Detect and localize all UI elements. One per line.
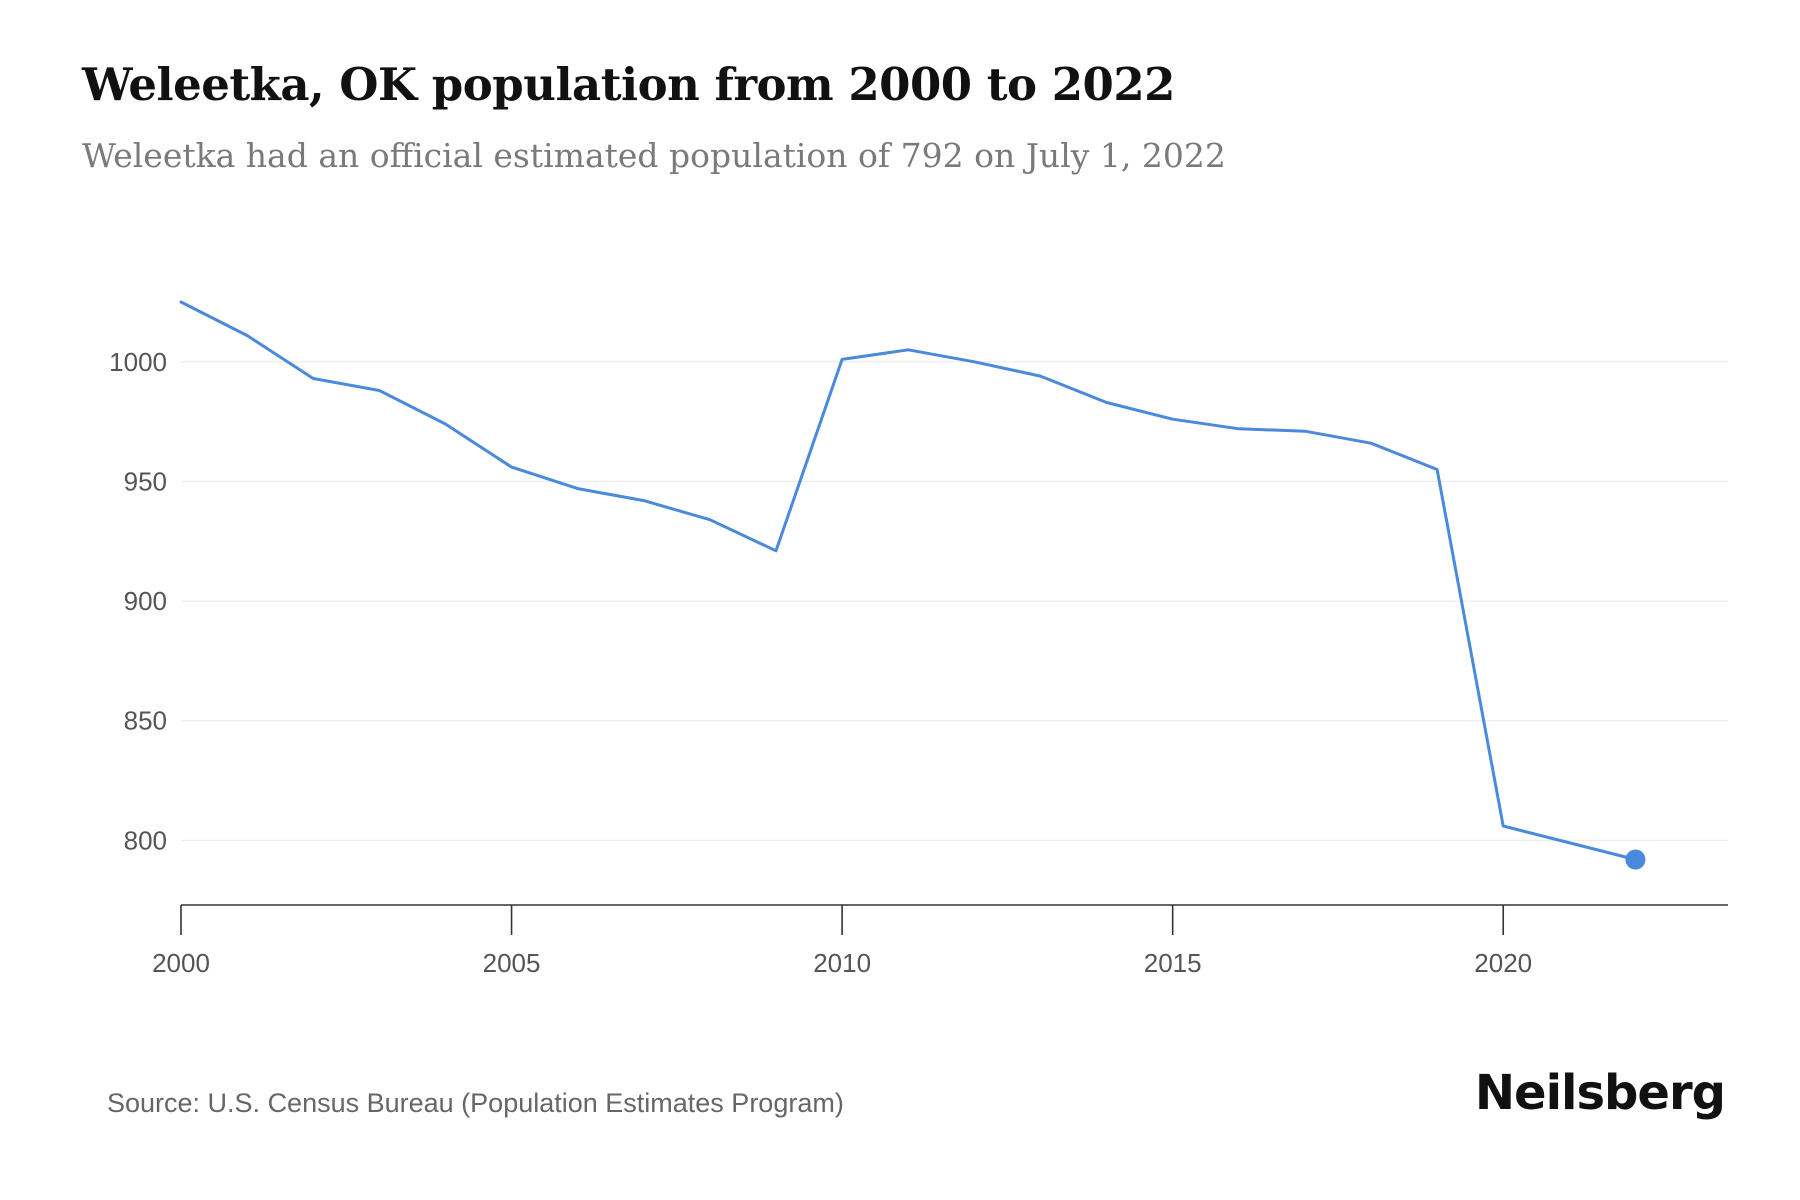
- brand-logo: Neilsberg: [1474, 1065, 1726, 1121]
- y-tick-label-800: 800: [124, 825, 167, 855]
- x-tick-label-2020: 2020: [1474, 948, 1532, 978]
- source-note: Source: U.S. Census Bureau (Population E…: [107, 1088, 844, 1118]
- x-tick-label-2010: 2010: [813, 948, 871, 978]
- chart-subtitle: Weleetka had an official estimated popul…: [82, 136, 1226, 175]
- y-tick-label-1000: 1000: [109, 347, 167, 377]
- series-line-0: [179, 300, 1637, 861]
- x-tick-label-2015: 2015: [1144, 948, 1202, 978]
- chart-title: Weleetka, OK population from 2000 to 202…: [82, 58, 1175, 111]
- x-tick-label-2000: 2000: [152, 948, 210, 978]
- y-tick-label-950: 950: [124, 466, 167, 496]
- y-tick-label-900: 900: [124, 586, 167, 616]
- y-tick-label-850: 850: [124, 706, 167, 736]
- x-tick-label-2005: 2005: [483, 948, 541, 978]
- highlight-point-2022: [1625, 849, 1646, 870]
